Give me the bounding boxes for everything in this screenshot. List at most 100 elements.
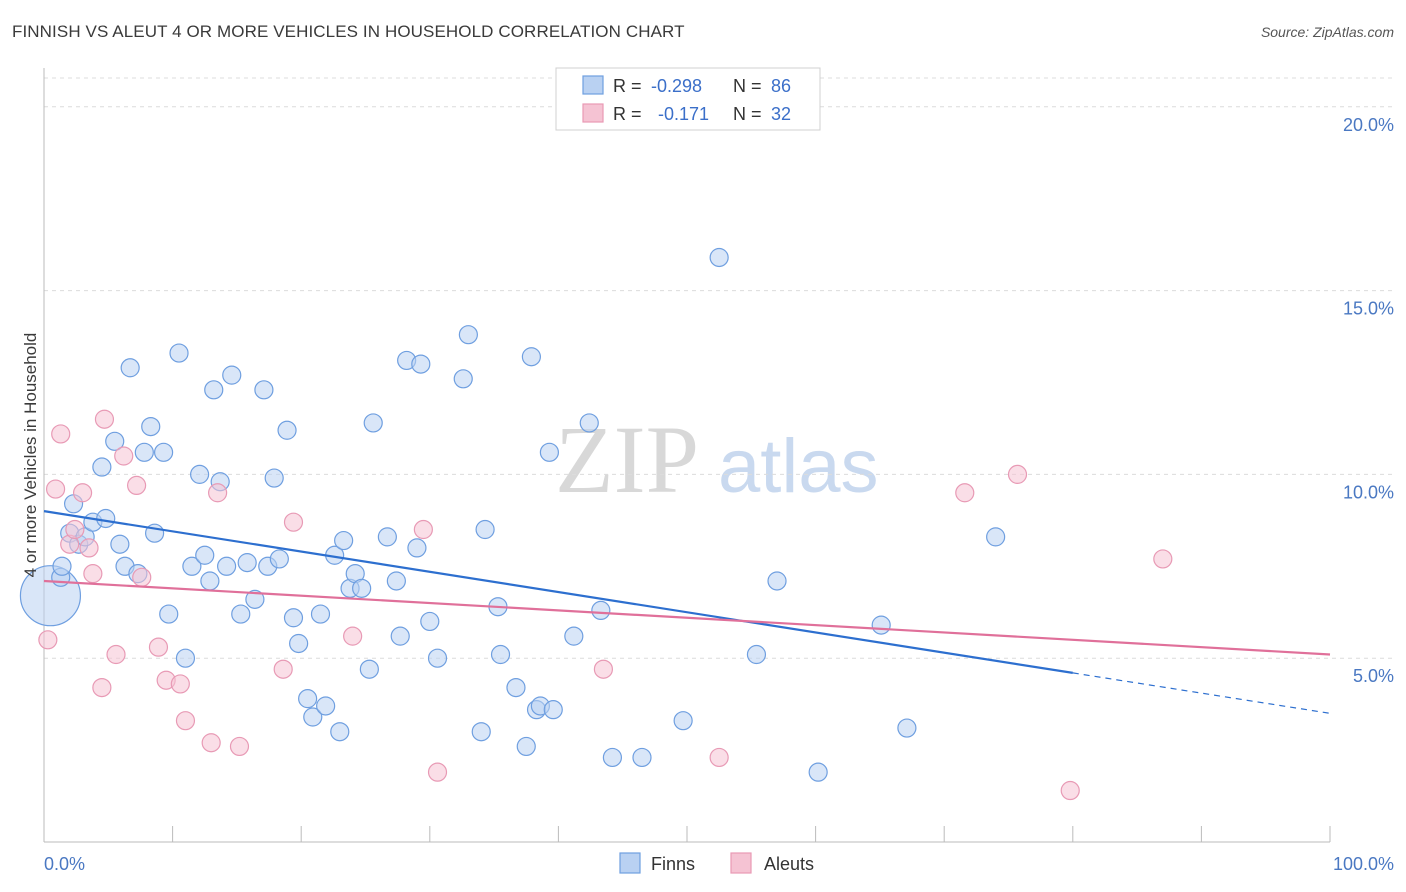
y-tick-label-1: 10.0% <box>1343 482 1394 502</box>
legend-swatch-aleuts <box>582 103 604 123</box>
finns-point-10 <box>105 431 125 451</box>
finns-point-68 <box>521 347 541 367</box>
x-tick-label-max: 100.0% <box>1333 854 1394 874</box>
aleuts-trend-line <box>43 579 1331 656</box>
axes <box>43 68 1331 843</box>
finns-point-15 <box>134 442 154 462</box>
finns-point-42 <box>310 604 331 624</box>
finns-point-56 <box>407 538 427 558</box>
finns-point-32 <box>245 589 265 609</box>
finns-point-11 <box>110 534 130 554</box>
aleuts-point-11 <box>114 446 134 466</box>
legend-r-label-aleuts: R = <box>613 104 642 124</box>
finns-point-54 <box>390 626 410 646</box>
finns-point-26 <box>204 380 224 400</box>
finns-point-78 <box>673 711 693 731</box>
finns-point-40 <box>298 689 318 709</box>
bottom-legend-label-aleuts: Aleuts <box>764 854 814 874</box>
finns-point-22 <box>182 556 202 576</box>
aleuts-point-25 <box>427 762 448 782</box>
aleuts-point-24 <box>413 519 433 540</box>
aleuts-point-19 <box>208 483 228 503</box>
finns-point-25 <box>200 571 220 591</box>
finns-points <box>19 247 1006 782</box>
aleuts-point-2 <box>51 424 71 444</box>
finns-point-38 <box>283 608 304 628</box>
aleuts-point-22 <box>283 512 304 532</box>
chart-title: FINNISH VS ALEUT 4 OR MORE VEHICLES IN H… <box>12 22 685 41</box>
bottom-legend-label-finns: Finns <box>651 854 695 874</box>
finns-trend-line <box>43 510 1073 674</box>
aleuts-point-8 <box>92 677 112 698</box>
finns-point-28 <box>217 556 237 576</box>
finns-point-23 <box>190 464 210 484</box>
aleuts-point-1 <box>45 479 66 499</box>
finns-point-2 <box>52 556 72 576</box>
finns-point-71 <box>539 442 559 462</box>
finns-point-67 <box>516 736 536 757</box>
finns-point-41 <box>303 707 323 727</box>
aleuts-point-0 <box>38 630 58 650</box>
finns-point-63 <box>475 519 495 540</box>
finns-point-36 <box>269 549 289 569</box>
finns-point-9 <box>96 508 116 529</box>
aleuts-point-27 <box>709 747 729 768</box>
legend-r-value-finns: -0.298 <box>651 76 702 96</box>
finns-point-81 <box>767 571 787 591</box>
finns-point-84 <box>897 718 917 738</box>
finns-point-62 <box>471 722 491 742</box>
finns-point-85 <box>986 527 1006 547</box>
finns-point-50 <box>359 659 379 679</box>
finns-point-65 <box>490 644 511 665</box>
aleuts-point-20 <box>229 736 250 757</box>
finns-point-75 <box>591 600 611 621</box>
aleuts-point-26 <box>593 659 614 679</box>
finns-point-16 <box>141 416 161 437</box>
legend-n-value-finns: 86 <box>771 76 791 96</box>
aleuts-point-13 <box>132 567 152 587</box>
finns-point-59 <box>427 648 448 668</box>
aleuts-point-29 <box>1007 464 1028 484</box>
series-legend: Finns Aleuts <box>619 852 814 874</box>
watermark-atlas: atlas <box>718 424 879 509</box>
legend-r-label-finns: R = <box>613 76 642 96</box>
finns-point-20 <box>169 343 189 363</box>
aleuts-point-6 <box>79 538 99 558</box>
finns-point-72 <box>543 700 563 720</box>
finns-point-21 <box>175 648 196 668</box>
x-tick-label-min: 0.0% <box>44 854 85 874</box>
finns-point-31 <box>237 553 257 573</box>
aleuts-point-14 <box>148 637 169 657</box>
y-tick-label-2: 15.0% <box>1343 299 1394 319</box>
aleuts-point-10 <box>106 644 126 665</box>
aleuts-point-9 <box>94 409 115 429</box>
finns-point-80 <box>746 644 767 665</box>
legend-n-label-finns: N = <box>733 76 762 96</box>
finns-point-19 <box>159 604 179 624</box>
aleuts-point-16 <box>170 674 190 694</box>
y-tick-label-0: 5.0% <box>1353 666 1394 686</box>
finns-point-61 <box>458 325 478 345</box>
aleuts-point-23 <box>343 626 363 646</box>
finns-point-45 <box>330 722 350 742</box>
finns-point-37 <box>277 420 297 440</box>
aleuts-point-12 <box>126 475 147 496</box>
finns-point-74 <box>579 413 599 433</box>
finns-point-24 <box>195 545 215 565</box>
finns-point-46 <box>334 530 354 551</box>
finns-point-49 <box>352 578 372 598</box>
finns-point-57 <box>411 354 431 374</box>
finns-point-30 <box>231 604 251 624</box>
aleuts-point-31 <box>1153 549 1173 569</box>
legend-n-label-aleuts: N = <box>733 104 762 124</box>
aleuts-point-5 <box>72 483 93 503</box>
finns-point-79 <box>709 247 729 268</box>
finns-point-53 <box>386 571 406 591</box>
aleuts-points <box>38 409 1173 801</box>
finns-point-18 <box>153 442 174 462</box>
finns-point-35 <box>264 468 284 488</box>
aleuts-point-21 <box>273 659 293 679</box>
finns-point-29 <box>222 365 242 385</box>
finns-point-66 <box>506 677 526 698</box>
